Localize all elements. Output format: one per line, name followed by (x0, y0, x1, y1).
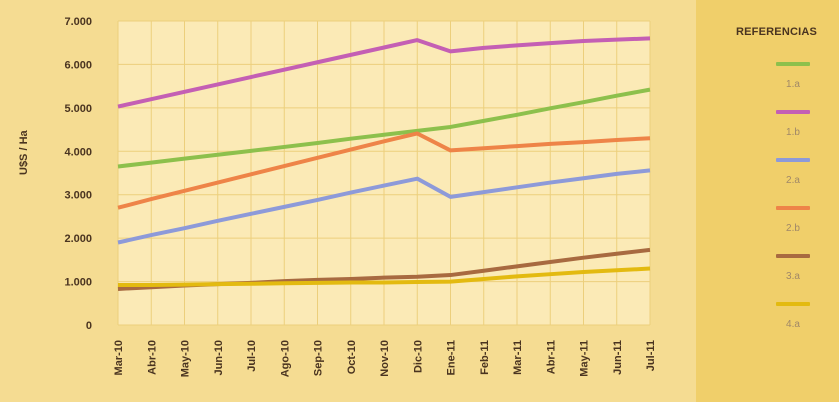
legend-swatch (776, 110, 810, 114)
x-axis: Mar-10 Abr-10 May-10 Jun-10 Jul-10 Ago-10 Sep-… (113, 340, 657, 377)
legend-label: 1.b (786, 127, 800, 138)
y-tick-label: 2.000 (64, 233, 92, 245)
y-axis-title: U$S / Ha (18, 130, 30, 175)
legend-swatch (776, 254, 810, 258)
legend-label: 4.a (786, 319, 800, 330)
y-tick-label: 6.000 (64, 59, 92, 71)
x-tick-label: Ene-11 (446, 340, 458, 375)
series-line-1.a (117, 87, 651, 169)
series-layer (117, 36, 651, 291)
x-tick-label: Oct-10 (346, 340, 358, 374)
x-tick-label: Ago-10 (279, 340, 291, 377)
x-tick-label: May-11 (579, 340, 591, 377)
legend-label: 3.a (786, 271, 800, 282)
legend-swatch (776, 206, 810, 210)
legend-label: 1.a (786, 79, 800, 90)
x-tick-label: Jul-11 (645, 340, 657, 371)
y-tick-label: 5.000 (64, 103, 92, 115)
x-tick-label: Sep-10 (313, 340, 325, 376)
series-line-2.b (117, 131, 651, 210)
y-tick-label: 7.000 (64, 16, 92, 28)
legend-swatch (776, 158, 810, 162)
legend-item: 1.a (770, 62, 820, 90)
x-tick-label: Mar-10 (113, 340, 125, 375)
x-tick-label: Dic-10 (412, 340, 424, 373)
legend-label: 2.a (786, 175, 800, 186)
x-tick-label: Feb-11 (479, 340, 491, 375)
legend-swatch (776, 62, 810, 66)
x-tick-label: May-10 (180, 340, 192, 377)
x-tick-label: Jun-10 (213, 340, 225, 375)
legend-item: 4.a (770, 302, 820, 330)
x-tick-label: Nov-10 (379, 340, 391, 377)
y-tick-label: 4.000 (64, 146, 92, 158)
series-line-1.b (117, 36, 651, 109)
legend-swatch (776, 302, 810, 306)
legend-title: REFERENCIAS (736, 26, 818, 38)
x-tick-label: Jul-10 (246, 340, 258, 372)
legend-label: 2.b (786, 223, 800, 234)
series-line-2.a (117, 168, 651, 245)
series-line-4.a (118, 266, 651, 288)
legend-item: 3.a (770, 254, 820, 282)
legend-item: 1.b (770, 110, 820, 138)
legend-panel (696, 0, 839, 402)
legend-item: 2.a (770, 158, 820, 186)
y-axis: 0 1.000 2.000 3.000 4.000 5.000 6.000 7.000 (64, 16, 92, 332)
x-tick-label: Mar-11 (512, 340, 524, 375)
y-tick-label: 0 (86, 320, 92, 332)
legend-item: 2.b (770, 206, 820, 234)
y-tick-label: 1.000 (64, 277, 92, 289)
y-tick-label: 3.000 (64, 190, 92, 202)
x-tick-label: Abr-11 (545, 340, 557, 374)
x-tick-label: Abr-10 (146, 340, 158, 375)
x-tick-label: Jun-11 (612, 340, 624, 375)
